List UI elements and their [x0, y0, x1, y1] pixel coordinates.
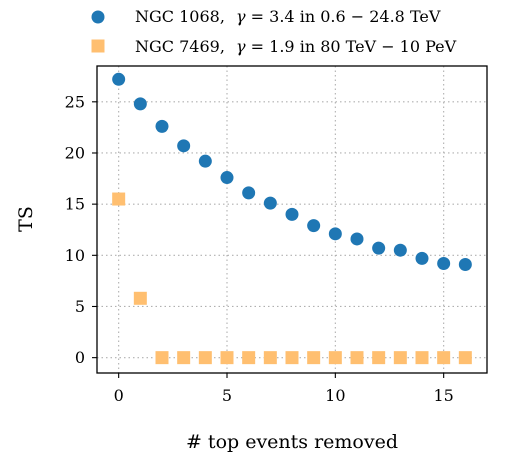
data-point-ngc1068 — [177, 139, 191, 153]
data-point-ngc1068 — [328, 227, 342, 241]
y-tick-label: 10 — [65, 246, 85, 265]
data-point-ngc7469 — [350, 351, 364, 365]
data-point-ngc1068 — [220, 171, 234, 185]
data-point-ngc7469 — [198, 351, 212, 365]
data-point-ngc1068 — [285, 207, 299, 221]
y-tick-label: 25 — [65, 92, 85, 111]
legend-marker-ngc1068 — [91, 10, 105, 24]
plot-frame — [96, 65, 488, 374]
y-axis-title: TS — [15, 206, 37, 232]
data-point-ngc7469 — [437, 351, 451, 365]
data-point-ngc1068 — [198, 154, 212, 168]
data-point-ngc1068 — [242, 186, 256, 200]
data-point-ngc1068 — [393, 243, 407, 257]
data-point-ngc1068 — [372, 241, 386, 255]
data-point-ngc1068 — [112, 72, 126, 86]
data-point-ngc7469 — [220, 351, 234, 365]
data-point-ngc7469 — [372, 351, 386, 365]
x-axis-title: # top events removed — [186, 431, 398, 453]
data-point-ngc1068 — [133, 97, 147, 111]
data-point-ngc1068 — [307, 219, 321, 233]
data-point-ngc7469 — [112, 192, 126, 206]
y-tick-label: 20 — [65, 143, 85, 162]
data-point-ngc1068 — [458, 258, 472, 272]
data-point-ngc1068 — [155, 119, 169, 133]
data-point-ngc7469 — [458, 351, 472, 365]
data-point-ngc1068 — [415, 251, 429, 265]
legend-label-ngc7469: NGC 7469, γ = 1.9 in 80 TeV − 10 PeV — [135, 37, 457, 56]
legend: NGC 1068, γ = 3.4 in 0.6 − 24.8 TeV NGC … — [91, 7, 457, 56]
legend-label-ngc1068: NGC 1068, γ = 3.4 in 0.6 − 24.8 TeV — [135, 7, 441, 26]
data-point-ngc7469 — [155, 351, 169, 365]
data-point-ngc7469 — [177, 351, 191, 365]
data-point-ngc1068 — [350, 232, 364, 246]
legend-marker-ngc7469 — [91, 39, 105, 53]
y-tick-label: 0 — [75, 348, 85, 367]
data-point-ngc7469 — [415, 351, 429, 365]
x-tick-label: 15 — [433, 386, 453, 405]
y-tick-label: 15 — [65, 195, 85, 214]
data-point-ngc7469 — [328, 351, 342, 365]
legend-entry-ngc1068: NGC 1068, γ = 3.4 in 0.6 − 24.8 TeV — [91, 7, 441, 26]
data-point-ngc7469 — [133, 291, 147, 305]
data-point-ngc7469 — [242, 351, 256, 365]
data-point-ngc7469 — [285, 351, 299, 365]
data-point-ngc7469 — [307, 351, 321, 365]
data-point-ngc1068 — [437, 257, 451, 271]
x-tick-label: 0 — [114, 386, 124, 405]
x-tick-label: 10 — [325, 386, 345, 405]
data-series — [112, 72, 472, 365]
y-tick-label: 5 — [75, 297, 85, 316]
data-point-ngc1068 — [263, 196, 277, 210]
axis-ticks: 0 5 10 15 0 5 10 15 20 25 — [65, 92, 454, 405]
x-tick-label: 5 — [222, 386, 232, 405]
legend-entry-ngc7469: NGC 7469, γ = 1.9 in 80 TeV − 10 PeV — [91, 37, 457, 56]
data-point-ngc7469 — [393, 351, 407, 365]
data-point-ngc7469 — [263, 351, 277, 365]
